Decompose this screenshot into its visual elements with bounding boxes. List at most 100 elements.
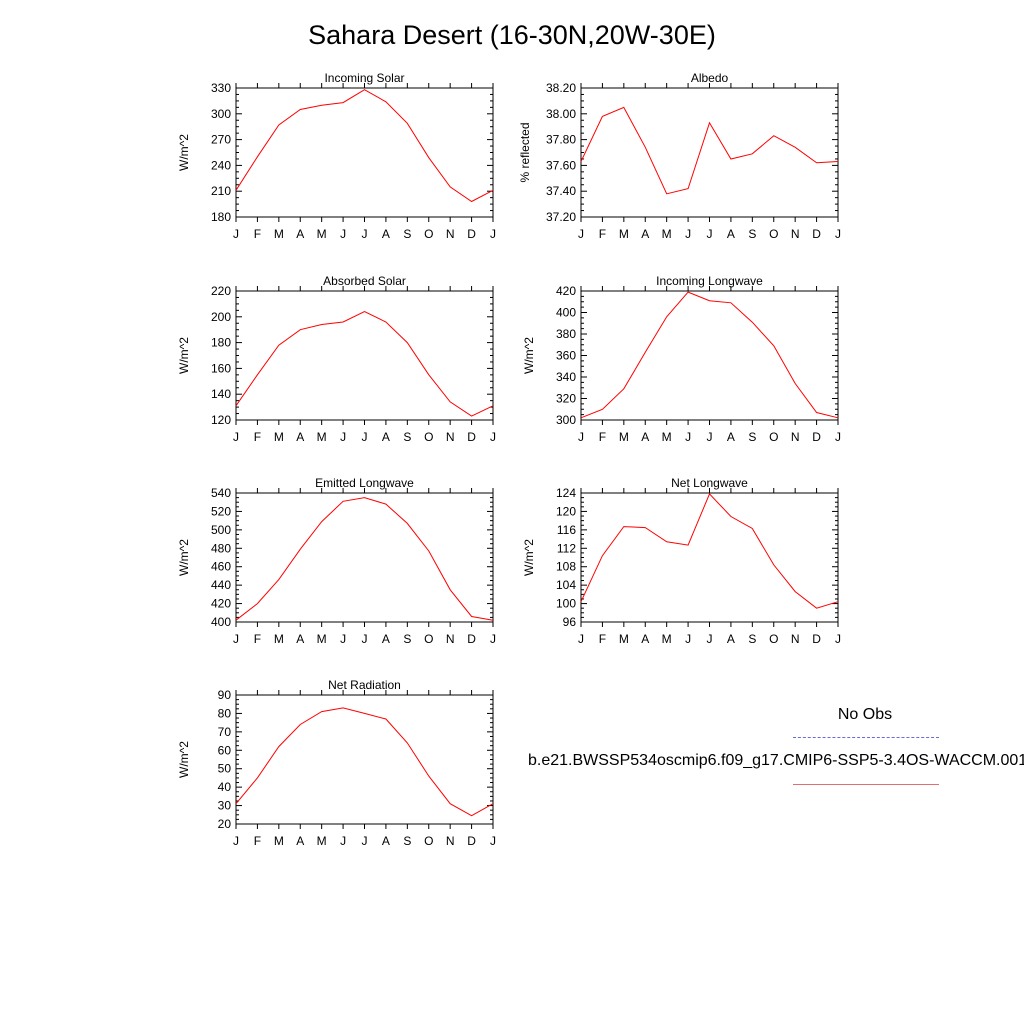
- y-tick-label: 540: [211, 486, 231, 500]
- x-tick-label: F: [599, 430, 606, 444]
- y-tick-label: 20: [218, 817, 232, 831]
- x-tick-label: M: [619, 430, 629, 444]
- chart-emitted-longwave: Emitted Longwave 400 420 440 460 480 500 520 540…: [177, 476, 496, 646]
- x-tick-label: J: [707, 227, 713, 241]
- y-tick-label: 270: [211, 133, 231, 147]
- y-tick-label: 520: [211, 504, 231, 518]
- x-tick-label: M: [662, 632, 672, 646]
- x-tick-label: D: [467, 430, 476, 444]
- y-tick-label: 120: [556, 504, 576, 518]
- x-tick-label: M: [317, 834, 327, 848]
- panel-net-longwave: Net Longwave 96 100 104 108 112 116 120 124 J F M A M…: [521, 469, 861, 649]
- legend-obs-label: No Obs: [837, 706, 893, 723]
- x-tick-label: J: [340, 632, 346, 646]
- x-tick-label: M: [274, 834, 284, 848]
- x-tick-label: J: [835, 632, 841, 646]
- y-tick-label: 340: [556, 370, 576, 384]
- x-tick-label: O: [424, 430, 433, 444]
- series-line: [235, 707, 494, 817]
- x-tick-label: F: [599, 632, 606, 646]
- y-tick-label: 160: [211, 361, 231, 375]
- plot-frame: [580, 290, 839, 421]
- y-tick-label: 180: [211, 210, 231, 224]
- chart-title: Incoming Longwave: [656, 274, 763, 288]
- y-tick-label: 108: [556, 560, 576, 574]
- y-tick-label: 140: [211, 387, 231, 401]
- y-tick-label: 210: [211, 184, 231, 198]
- panel-absorbed-solar: Absorbed Solar 120 140 160 180 200 220 J F M A M J J A…: [176, 267, 516, 447]
- y-tick-label: 420: [556, 284, 576, 298]
- y-tick-label: 37.20: [546, 210, 576, 224]
- plot-frame: [580, 492, 839, 623]
- x-tick-label: A: [296, 834, 304, 848]
- x-tick-label: M: [317, 632, 327, 646]
- x-tick-label: J: [707, 430, 713, 444]
- x-tick-label: S: [748, 430, 756, 444]
- y-axis-label: W/m^2: [177, 337, 191, 374]
- y-tick-label: 420: [211, 597, 231, 611]
- x-tick-label: J: [362, 834, 368, 848]
- x-tick-label: J: [233, 632, 239, 646]
- x-tick-label: O: [769, 227, 778, 241]
- page-title: Sahara Desert (16-30N,20W-30E): [308, 20, 716, 50]
- series-line: [580, 492, 839, 609]
- y-tick-label: 50: [218, 762, 232, 776]
- x-tick-label: J: [685, 430, 691, 444]
- x-tick-label: D: [812, 227, 821, 241]
- x-tick-label: M: [662, 227, 672, 241]
- x-tick-label: M: [619, 632, 629, 646]
- y-tick-label: 38.20: [546, 81, 576, 95]
- y-tick-label: 400: [211, 615, 231, 629]
- x-tick-label: J: [578, 430, 584, 444]
- x-tick-label: J: [578, 227, 584, 241]
- x-tick-label: N: [791, 227, 800, 241]
- legend-model-label: b.e21.BWSSP534oscmip6.f09_g17.CMIP6-SSP5…: [528, 752, 1024, 769]
- series-line: [580, 106, 839, 195]
- x-tick-label: O: [424, 227, 433, 241]
- x-tick-label: N: [446, 632, 455, 646]
- x-tick-label: O: [424, 834, 433, 848]
- x-tick-label: S: [403, 227, 411, 241]
- y-tick-label: 90: [218, 688, 232, 702]
- x-tick-label: N: [791, 430, 800, 444]
- series-line: [580, 291, 839, 419]
- y-tick-label: 200: [211, 310, 231, 324]
- y-tick-label: 120: [211, 413, 231, 427]
- x-tick-label: J: [490, 834, 496, 848]
- y-tick-label: 124: [556, 486, 576, 500]
- y-axis-label: W/m^2: [177, 741, 191, 778]
- y-tick-label: 240: [211, 158, 231, 172]
- x-tick-label: N: [446, 430, 455, 444]
- legend-obs-line: [793, 737, 939, 738]
- plot-frame: [235, 694, 494, 825]
- x-tick-label: J: [685, 227, 691, 241]
- panel-incoming-longwave: Incoming Longwave 300 320 340 360 380 400 420 J F…: [521, 267, 861, 447]
- x-tick-label: J: [685, 632, 691, 646]
- y-tick-label: 400: [556, 306, 576, 320]
- panel-albedo: Albedo 37.20 37.40 37.60 37.80 38.00 38.20 J F M A…: [518, 64, 861, 244]
- y-tick-label: 96: [563, 615, 577, 629]
- y-tick-label: 104: [556, 578, 576, 592]
- x-tick-label: M: [274, 227, 284, 241]
- chart-incoming-longwave: Incoming Longwave 300 320 340 360 380 400 420 J F…: [522, 274, 841, 444]
- x-tick-label: A: [641, 430, 649, 444]
- series-line: [235, 497, 494, 621]
- x-tick-label: O: [769, 632, 778, 646]
- x-tick-label: D: [467, 632, 476, 646]
- x-tick-label: J: [835, 227, 841, 241]
- x-tick-label: D: [467, 227, 476, 241]
- y-tick-label: 112: [557, 541, 576, 555]
- x-tick-label: M: [317, 227, 327, 241]
- x-tick-label: J: [578, 632, 584, 646]
- y-tick-label: 37.80: [546, 133, 576, 147]
- y-tick-label: 37.40: [546, 184, 576, 198]
- x-tick-label: D: [812, 632, 821, 646]
- plot-frame: [235, 87, 494, 218]
- x-tick-label: J: [490, 227, 496, 241]
- chart-title: Net Longwave: [671, 476, 748, 490]
- x-tick-label: A: [296, 227, 304, 241]
- x-tick-label: F: [599, 227, 606, 241]
